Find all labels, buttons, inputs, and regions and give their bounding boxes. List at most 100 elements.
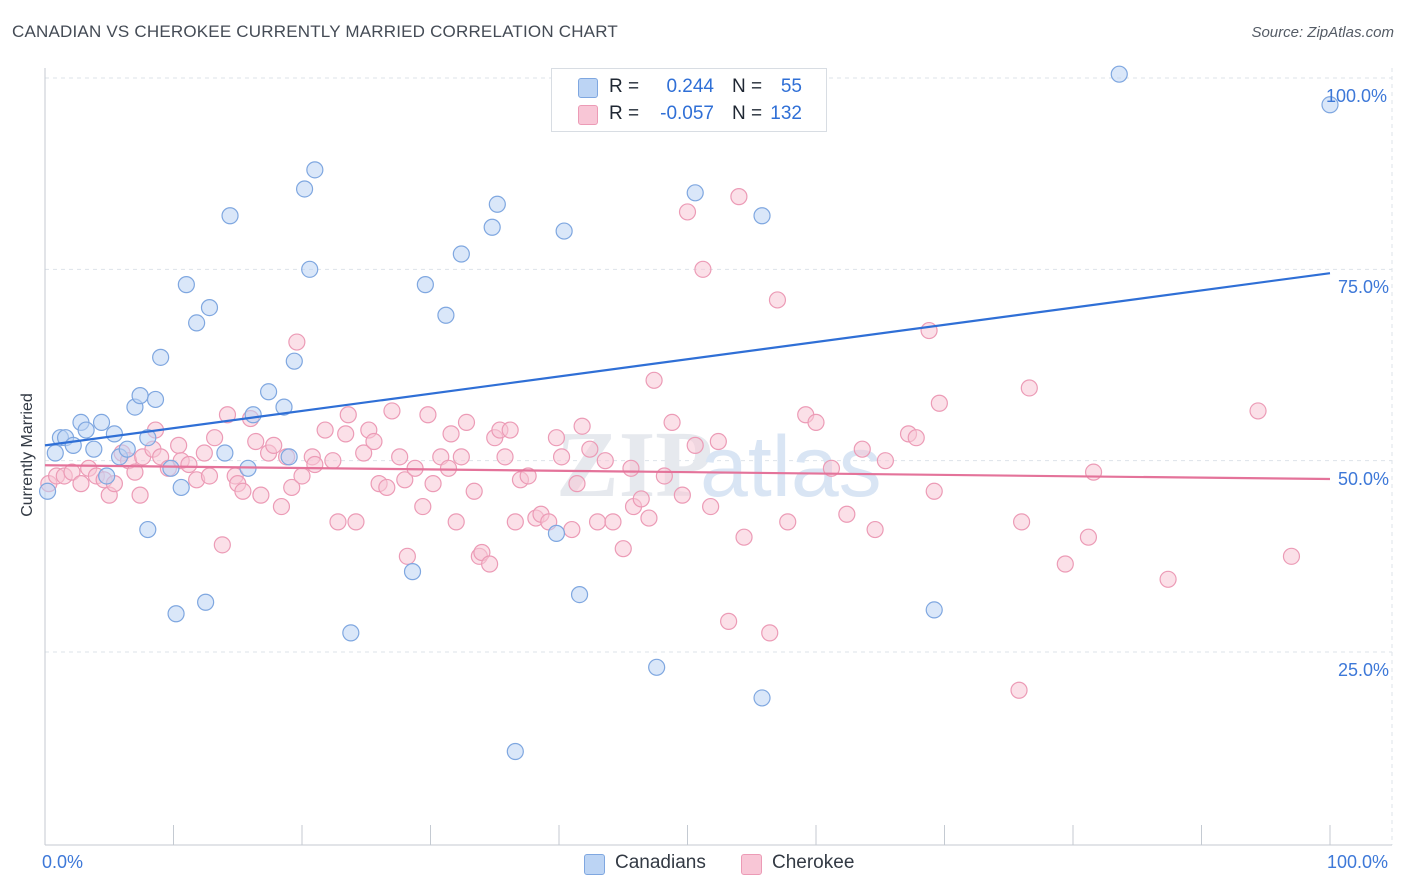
cherokee-point-39 [288,333,306,351]
canadians-point-46 [555,222,573,240]
cherokee-point-122 [930,394,948,412]
cherokee-swatch [578,105,598,125]
cherokee-point-128 [1084,463,1103,481]
canadians-point-6 [77,421,95,439]
canadians-point-30 [306,161,324,179]
cherokee-point-92 [622,459,640,477]
cherokee-point-38 [283,478,301,497]
cherokee-point-117 [876,452,894,470]
cherokee-point-25 [206,429,224,447]
r-value: -0.057 [660,103,714,124]
canadians-point-17 [152,348,170,366]
cherokee-point-97 [655,467,673,485]
cherokee-point-30 [234,482,252,500]
cherokee-point-61 [424,475,442,493]
cherokee-point-91 [614,540,632,558]
cherokee-point-46 [337,425,355,443]
watermark-atlas: atlas [700,419,882,515]
canadians-point-28 [295,180,314,198]
canadians-point-24 [244,406,262,424]
canadians-point-39 [416,276,434,294]
canadians-point-53 [1110,65,1128,83]
cherokee-point-24 [200,467,219,485]
cherokee-point-131 [1282,547,1301,565]
cherokee-point-107 [735,528,753,546]
cherokee-point-51 [365,432,383,451]
cherokee-point-44 [324,452,342,470]
canadians-swatch [584,854,605,875]
cherokee-point-85 [568,475,586,493]
cherokee-point-54 [383,402,401,420]
canadians-point-20 [177,276,195,294]
cherokee-point-109 [768,291,787,309]
cherokee-point-86 [573,417,591,435]
canadians-point-29 [301,260,319,278]
cherokee-point-42 [306,455,324,474]
cherokee-point-127 [1079,528,1098,546]
cherokee-point-120 [920,321,938,340]
x-tick-label-100: 100.0% [1327,852,1389,872]
cherokee-point-3 [63,463,81,481]
cherokee-point-49 [355,444,373,462]
y-tick-label-100: 100.0% [1326,86,1388,106]
r-label: R = [609,103,640,124]
canadians-point-51 [753,689,771,707]
cherokee-point-35 [265,436,283,454]
cherokee-point-89 [596,452,614,470]
cherokee-point-105 [720,612,738,630]
legend-row-canadians: R = 0.244 N = 55 [552,74,826,100]
cherokee-point-108 [761,624,779,642]
cherokee-point-14 [131,486,149,504]
cherokee-point-112 [807,413,825,431]
r-value: 0.244 [666,76,714,97]
cherokee-point-130 [1249,402,1267,420]
canadians-point-36 [280,448,298,466]
cherokee-point-40 [293,467,311,485]
cherokee-point-65 [447,513,465,531]
canadians-point-22 [200,299,219,317]
cherokee-point-88 [588,513,607,531]
cherokee-point-115 [853,440,871,458]
cherokee-point-19 [170,436,188,454]
cherokee-point-103 [702,497,720,516]
cherokee-point-90 [604,513,622,531]
cherokee-point-102 [694,260,712,278]
trend-lines [44,272,1331,481]
cherokee-point-4 [72,475,90,493]
cherokee-point-53 [378,478,396,497]
canadians-swatch [578,78,598,98]
cherokee-point-59 [414,497,432,516]
cherokee-point-83 [552,448,571,466]
cherokee-point-121 [925,482,943,500]
cherokee-point-76 [506,513,524,531]
cherokee-point-32 [247,432,265,451]
cherokee-point-95 [640,509,658,527]
legend-label-cherokee: Cherokee [772,852,855,873]
canadians-point-43 [488,195,506,213]
canadians-point-9 [98,467,116,485]
y-tick-label-75: 75.0% [1338,277,1390,297]
cherokee-point-67 [457,413,476,431]
canadians-point-16 [146,390,165,409]
cherokee-point-101 [686,436,704,454]
cherokee-point-33 [252,486,270,504]
cherokee-point-96 [645,371,663,389]
cherokee-point-119 [907,429,925,447]
watermark: ZIP atlas [556,413,882,517]
cherokee-point-48 [347,513,365,531]
canadians-point-34 [197,593,215,611]
n-value: 132 [770,103,802,124]
cherokee-point-84 [563,520,581,539]
cherokee-point-36 [272,497,291,516]
cherokee-point-100 [678,203,697,221]
cherokee-point-98 [663,413,681,431]
cherokee-point-23 [195,444,213,462]
canadians-point-14 [131,387,149,405]
cherokee-point-74 [496,448,514,466]
canadians-point-41 [452,245,470,263]
n-label: N = [732,103,763,124]
n-label: N = [732,76,763,97]
cherokee-point-27 [218,406,237,424]
axes [44,68,1392,846]
cherokee-point-113 [822,459,841,477]
